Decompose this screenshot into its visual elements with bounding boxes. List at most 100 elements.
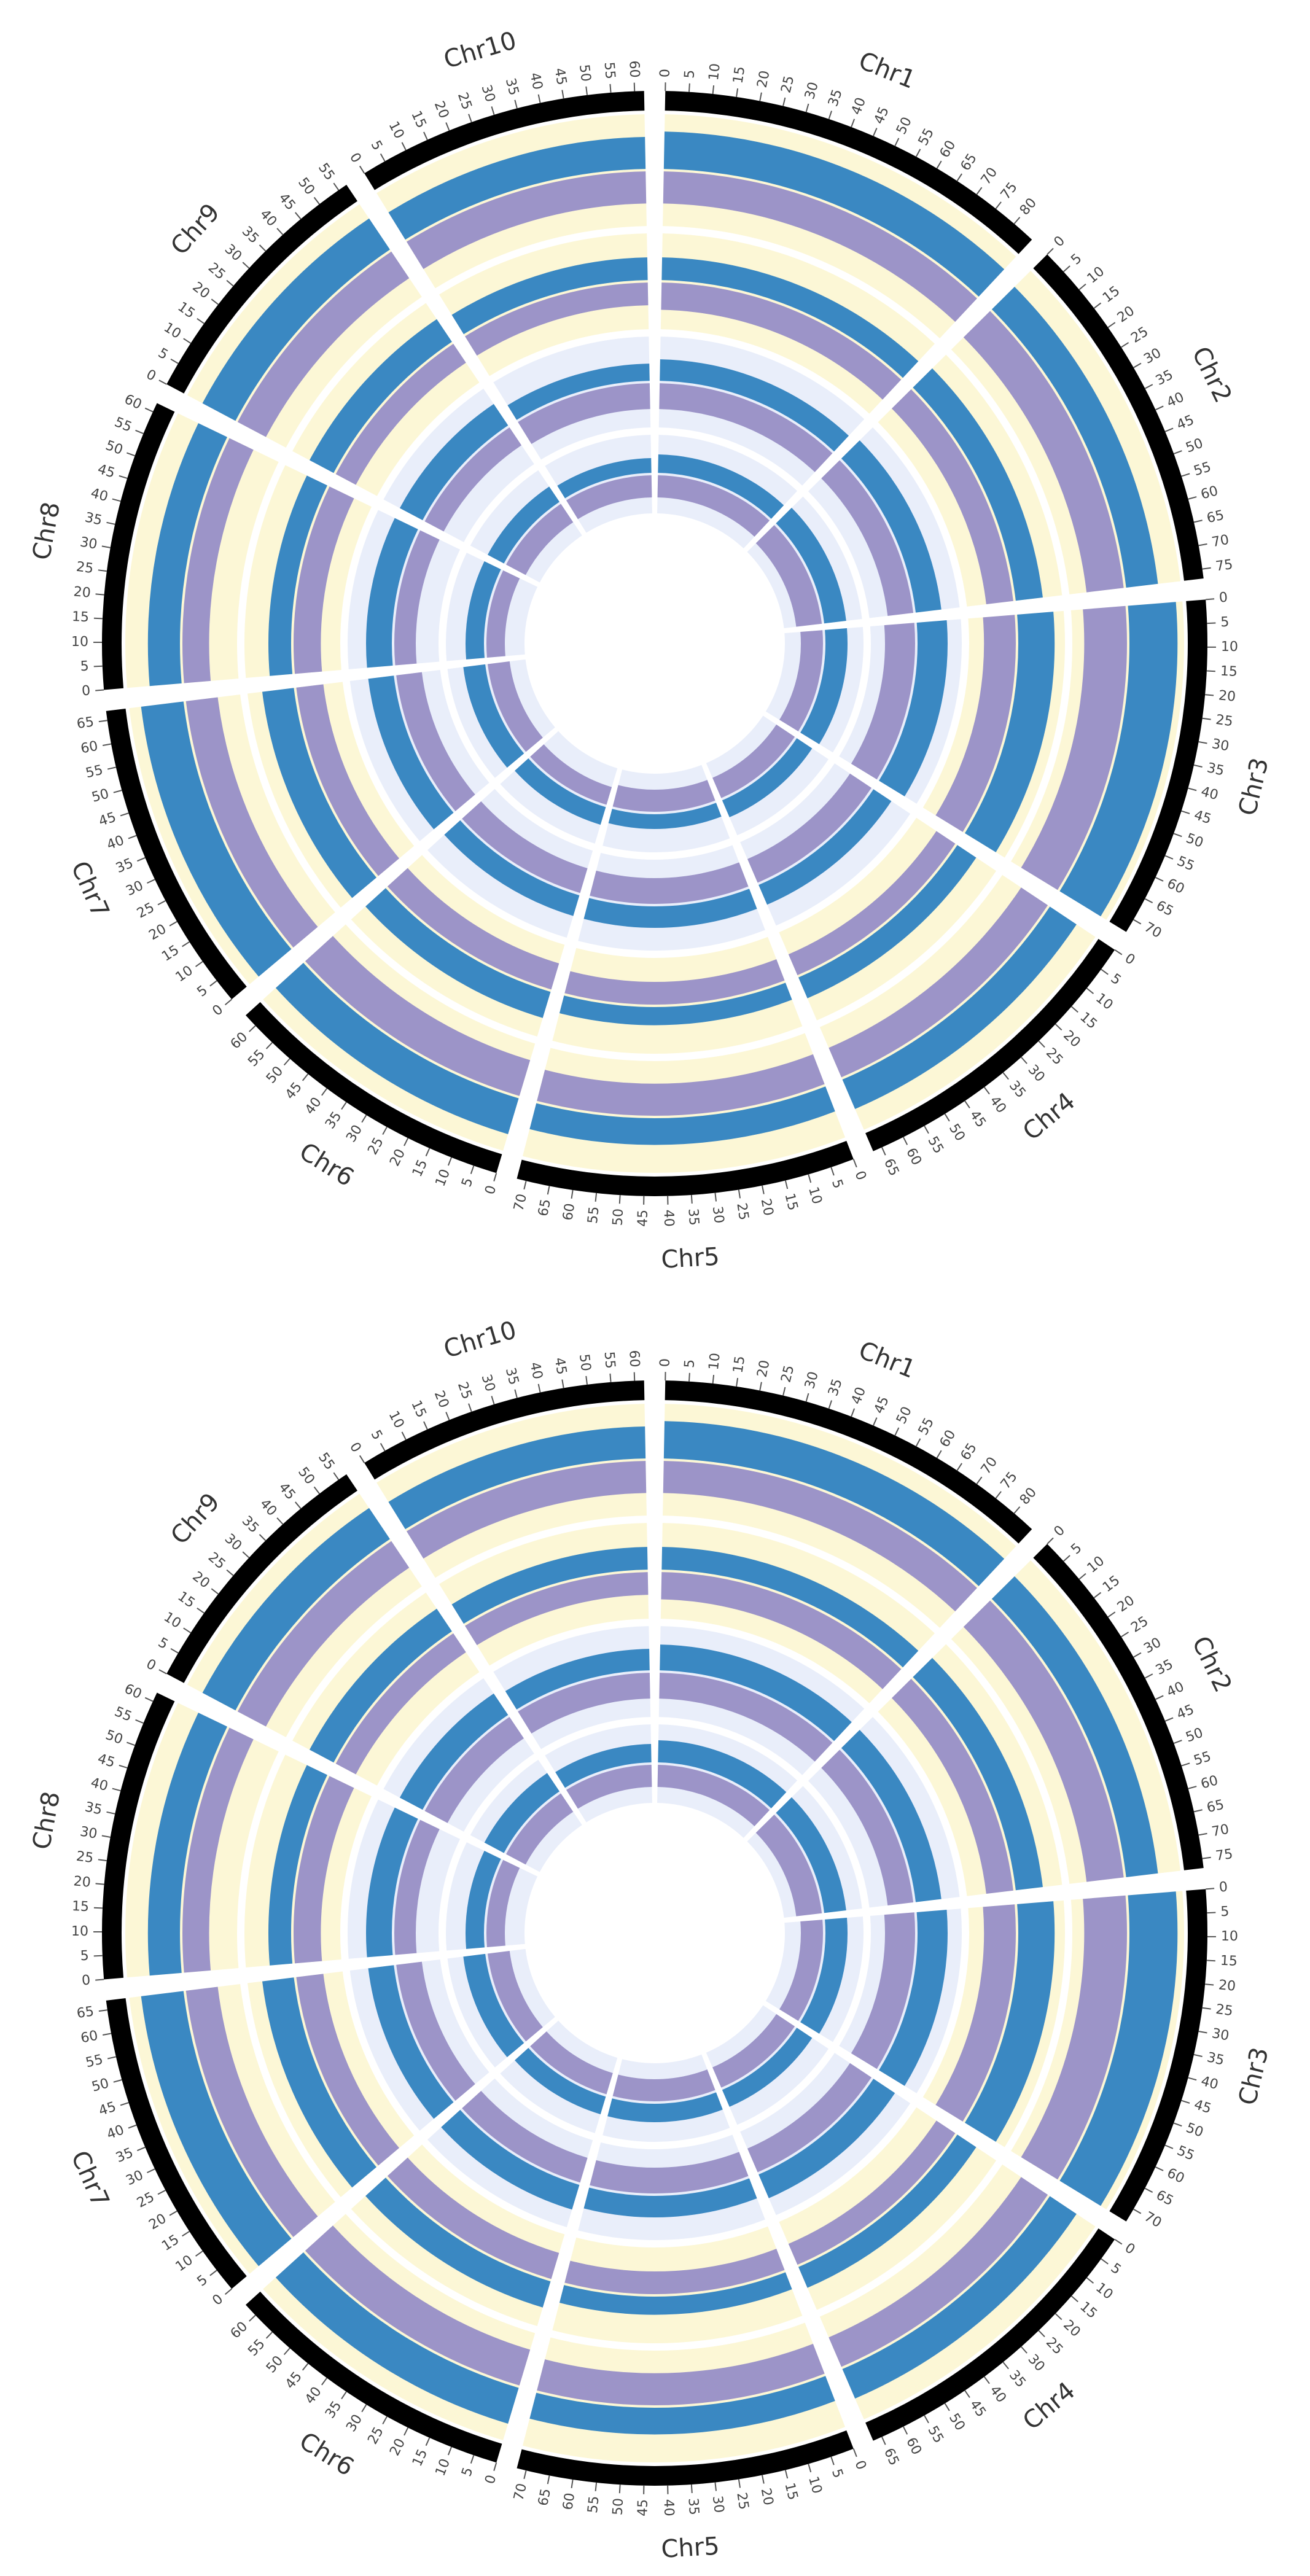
histogram-down: [659, 383, 833, 472]
histogram-up: [441, 2109, 580, 2210]
histogram-up: [451, 257, 648, 335]
tick-mark: [259, 244, 267, 252]
tick-label: 80: [1017, 195, 1040, 219]
tick-label: 50: [894, 1404, 915, 1426]
histogram-up: [879, 1910, 948, 2086]
tick-label: 5: [1068, 251, 1085, 268]
tick-mark: [1164, 427, 1174, 432]
tick-mark: [137, 2146, 146, 2152]
tick-label: 35: [1206, 2050, 1226, 2069]
tick-label: 20: [73, 584, 92, 601]
histogram-down: [892, 1678, 1013, 1894]
histogram-up: [800, 628, 848, 744]
tick-label: 10: [433, 2457, 454, 2478]
tick-label: 30: [79, 1824, 98, 1842]
tick-label: 35: [502, 1366, 521, 1387]
histogram-down: [387, 868, 559, 990]
histogram-down: [486, 1859, 520, 1947]
tick-mark: [211, 1588, 219, 1595]
histogram-down: [237, 1541, 410, 1727]
tick-label: 35: [114, 855, 136, 876]
tick-label: 55: [924, 2423, 946, 2446]
tick-mark: [736, 88, 739, 98]
tick-label: 25: [76, 1849, 95, 1866]
tick-label: 0: [1051, 1523, 1069, 1540]
tick-mark: [571, 1189, 574, 1199]
tick-mark: [547, 2475, 550, 2485]
tick-label: 30: [123, 878, 146, 900]
tick-label: 40: [1199, 2074, 1220, 2093]
tick-mark: [182, 2230, 190, 2237]
tick-mark: [359, 165, 365, 174]
histogram-up: [529, 2376, 835, 2435]
tick-mark: [585, 1376, 588, 1385]
tick-label: 0: [209, 1002, 226, 1019]
tick-label: 0: [346, 1440, 364, 1455]
tick-label: 20: [1060, 1028, 1083, 1051]
tick-mark: [903, 1137, 908, 1145]
tick-label: 25: [733, 2491, 751, 2510]
tick-label: 65: [536, 2488, 554, 2507]
tick-label: 45: [871, 1394, 892, 1416]
tick-label: 35: [1153, 367, 1175, 389]
tick-mark: [1155, 1695, 1164, 1700]
tick-label: 60: [1199, 483, 1220, 502]
tick-label: 15: [410, 2447, 431, 2469]
histogram-down: [488, 1951, 543, 2042]
tick-label: 30: [123, 2168, 146, 2189]
tick-mark: [936, 160, 942, 169]
histogram-up: [722, 738, 813, 817]
tick-label: 15: [1077, 2299, 1100, 2322]
tick-label: 50: [263, 2353, 286, 2376]
tick-mark: [313, 1486, 320, 1495]
histogram-down: [294, 1776, 354, 1964]
tick-label: 35: [685, 2497, 701, 2516]
histogram-down: [779, 1920, 823, 2021]
tick-label: 15: [1220, 1953, 1238, 1969]
chromosome-label: Chr8: [28, 500, 66, 562]
tick-mark: [851, 119, 856, 128]
tick-mark: [1021, 1056, 1027, 1064]
tick-mark: [445, 122, 450, 131]
histogram-down: [788, 2120, 956, 2265]
tick-mark: [144, 1697, 154, 1702]
tick-label: 0: [482, 2473, 499, 2486]
tick-mark: [805, 103, 809, 112]
tick-mark: [276, 228, 284, 235]
tick-mark: [759, 92, 762, 101]
tick-label: 65: [1153, 2187, 1175, 2209]
tick-mark: [423, 1421, 428, 1430]
tick-mark: [147, 2168, 155, 2174]
histogram-down: [465, 282, 649, 356]
tick-label: 10: [805, 1185, 825, 1206]
tick-mark: [915, 1438, 921, 1447]
tick-label: 75: [1215, 557, 1234, 575]
tick-label: 35: [84, 510, 104, 528]
tick-label: 60: [903, 1146, 924, 1168]
tick-mark: [1093, 302, 1102, 309]
tick-label: 0: [658, 1358, 673, 1367]
histogram-down: [935, 1904, 1016, 2122]
tick-mark: [93, 1907, 103, 1909]
chromosome-label: Chr7: [65, 2147, 114, 2212]
histogram-up: [722, 2028, 813, 2107]
tick-mark: [1198, 2030, 1207, 2034]
tick-label: 0: [1218, 590, 1228, 606]
chromosome-band: [517, 1140, 854, 1196]
tick-mark: [382, 1126, 388, 1135]
chromosome-band: [1109, 1889, 1207, 2222]
tick-mark: [447, 1157, 452, 1166]
histogram-up: [484, 1773, 559, 1853]
tick-label: 10: [706, 63, 723, 81]
chromosome-label: Chr5: [660, 2532, 720, 2564]
histogram-up: [800, 1918, 848, 2034]
tick-label: 50: [295, 175, 318, 198]
tick-label: 60: [79, 2028, 99, 2047]
tick-mark: [1114, 949, 1123, 955]
tick-mark: [1047, 1537, 1054, 1545]
tick-mark: [93, 665, 103, 667]
tick-mark: [169, 920, 177, 927]
tick-label: 0: [658, 69, 673, 77]
tick-mark: [404, 2427, 409, 2436]
tick-mark: [404, 1137, 409, 1146]
